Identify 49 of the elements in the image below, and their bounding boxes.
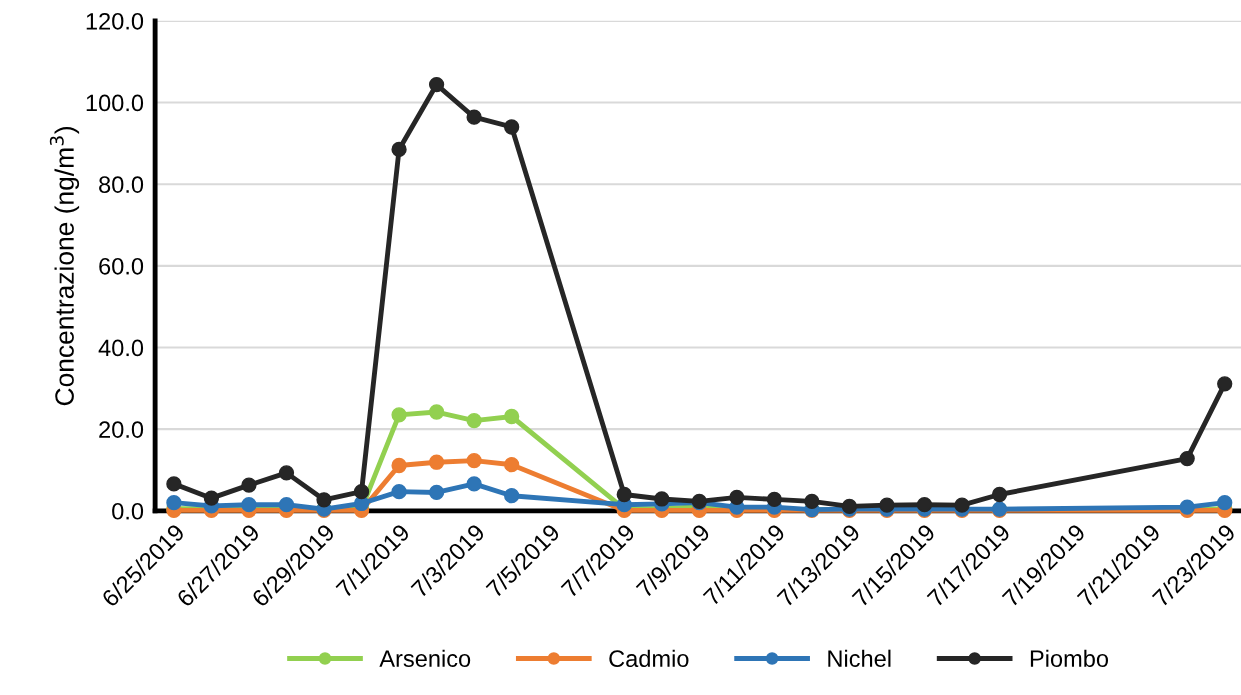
y-tick-label: 20.0 xyxy=(99,421,144,438)
legend-label: Nichel xyxy=(828,649,891,668)
y-tick-label: 100.0 xyxy=(86,94,144,112)
point xyxy=(1179,450,1195,467)
point xyxy=(504,457,520,473)
point xyxy=(241,497,257,513)
point xyxy=(616,486,632,503)
point xyxy=(278,497,295,513)
point xyxy=(1217,495,1233,511)
point xyxy=(391,457,407,474)
y-tick-label: 120.0 xyxy=(86,12,144,30)
point xyxy=(241,477,257,493)
point xyxy=(203,490,220,506)
point xyxy=(916,497,933,513)
point xyxy=(804,493,820,510)
point xyxy=(729,489,745,505)
point xyxy=(316,492,332,508)
point xyxy=(428,484,445,501)
point xyxy=(466,476,482,492)
y-tick-label: 40.0 xyxy=(98,339,144,357)
point xyxy=(428,404,445,420)
legend-label: Cadmio xyxy=(609,649,689,668)
point xyxy=(504,408,520,425)
point xyxy=(504,119,520,135)
point xyxy=(278,465,295,481)
legend-label: Piombo xyxy=(1030,649,1109,668)
point xyxy=(166,495,182,511)
point xyxy=(991,486,1008,503)
point xyxy=(954,497,970,513)
legend-label: Arsenico xyxy=(379,649,471,668)
point xyxy=(504,488,520,504)
point xyxy=(391,141,407,158)
point xyxy=(166,476,182,492)
point xyxy=(353,483,370,500)
point xyxy=(654,491,670,507)
point xyxy=(391,407,407,423)
point xyxy=(428,76,445,93)
y-tick-label: 80.0 xyxy=(99,176,144,193)
point xyxy=(466,109,482,125)
y-axis-title: Concentrazione (ng/m$^{3}$) xyxy=(49,126,80,406)
point xyxy=(428,454,445,470)
point xyxy=(1217,376,1233,392)
point xyxy=(466,412,482,429)
point xyxy=(766,491,783,508)
point xyxy=(391,483,407,500)
point xyxy=(879,497,895,513)
y-tick-label: 60.0 xyxy=(99,257,144,275)
y-tick-label: 0.0 xyxy=(112,502,144,520)
point xyxy=(466,452,482,469)
